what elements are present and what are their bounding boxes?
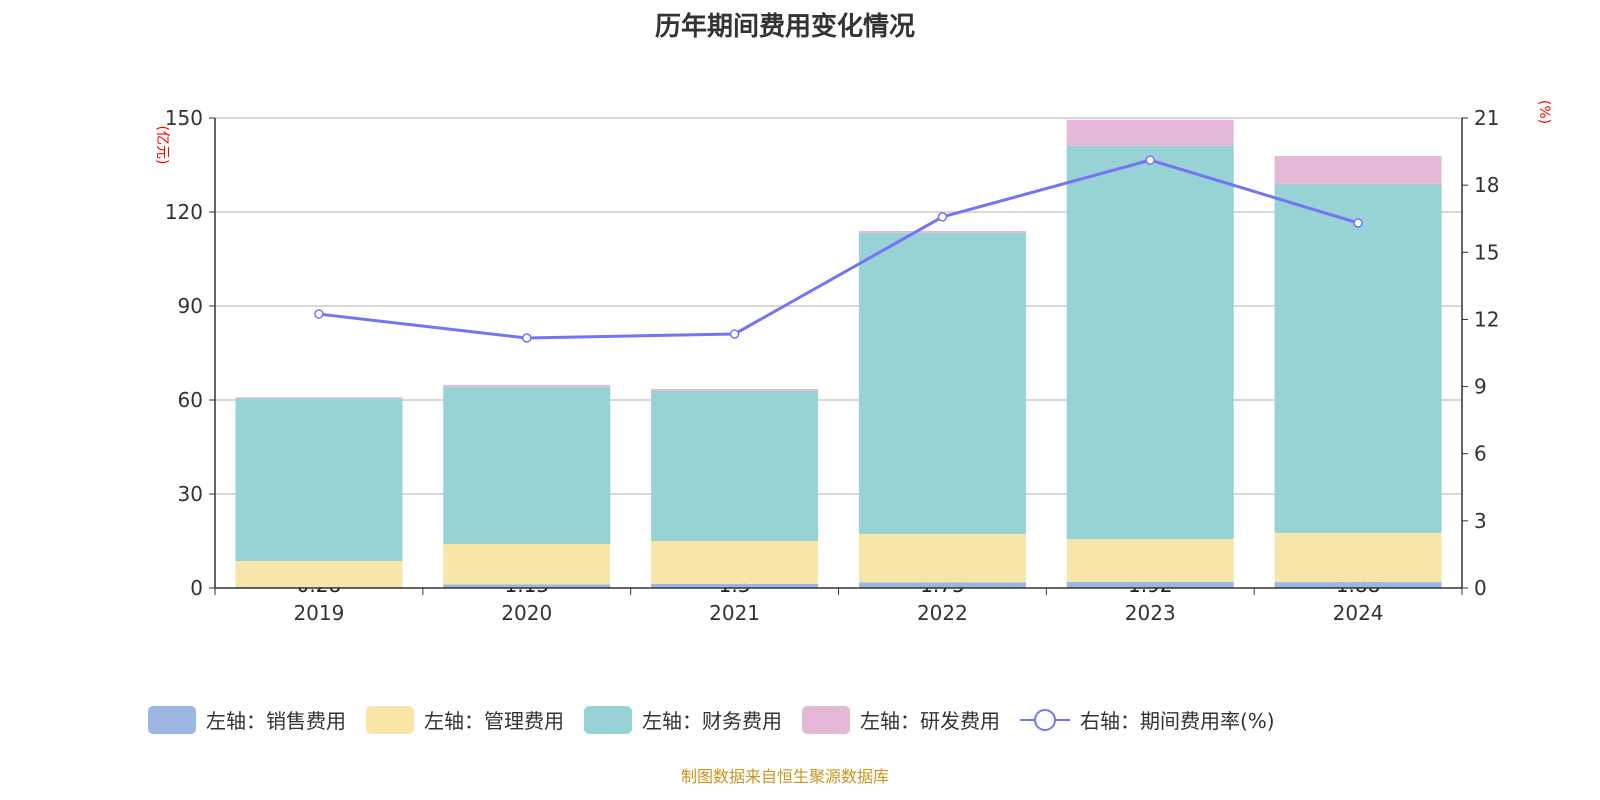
source-footer: 制图数据来自恒生聚源数据库 (680, 767, 889, 786)
legend-label: 左轴：管理费用 (424, 709, 564, 733)
legend-item[interactable]: 左轴：销售费用 (148, 705, 346, 734)
right-tick-label: 12 (1474, 307, 1499, 331)
legend-swatch (802, 705, 850, 734)
legend: 左轴：销售费用 左轴：管理费用 左轴：财务费用 左轴：研发费用 右轴：期间费用率(%) (148, 705, 1295, 734)
bar-2020 (443, 386, 611, 545)
legend-label: 左轴：销售费用 (206, 709, 346, 733)
x-tick-label: 2019 (293, 601, 344, 625)
rate-line (318, 158, 1359, 340)
legend-line-circle-icon (1020, 708, 1070, 731)
x-tick-label: 2023 (1125, 601, 1176, 625)
right-tick-label: 3 (1474, 509, 1487, 533)
legend-item[interactable]: 右轴：期间费用率(%) (1020, 705, 1275, 734)
left-tick-label: 150 (165, 106, 203, 130)
legend-item[interactable]: 左轴：管理费用 (366, 705, 564, 734)
legend-swatch (366, 705, 414, 734)
rate-point (522, 333, 532, 343)
rate-point (1145, 155, 1155, 165)
bar-2022 (858, 230, 1026, 233)
bar-2019 (235, 398, 403, 562)
bar-2024 (1274, 155, 1442, 184)
x-tick-label: 2020 (501, 601, 552, 625)
bar-2024 (1274, 582, 1442, 588)
bar-2023 (1066, 119, 1234, 146)
left-tick-label: 30 (178, 482, 203, 506)
x-tick-label: 2022 (917, 601, 968, 625)
bar-2021 (651, 389, 819, 391)
legend-swatch (148, 705, 196, 734)
legend-label: 右轴：期间费用率(%) (1080, 709, 1275, 733)
rate-point (729, 329, 740, 339)
right-tick-label: 6 (1474, 442, 1487, 466)
right-tick-label: 21 (1474, 106, 1499, 130)
left-tick-label: 120 (165, 200, 203, 224)
legend-swatch (584, 705, 632, 734)
bar-2020 (443, 544, 611, 585)
right-tick-label: 0 (1474, 576, 1487, 600)
right-tick-label: 15 (1474, 240, 1499, 264)
bar-2021 (651, 390, 819, 541)
x-tick-label: 2024 (1333, 601, 1384, 625)
left-tick-label: 0 (190, 576, 203, 600)
right-axis-unit: (%) (1536, 100, 1552, 124)
bar-2023 (1066, 145, 1234, 540)
rate-point (937, 212, 948, 222)
left-tick-label: 90 (178, 294, 203, 318)
x-tick-label: 2021 (709, 601, 760, 625)
bar-2021 (651, 541, 819, 584)
chart-title: 历年期间费用变化情况 (654, 12, 915, 42)
legend-item[interactable]: 左轴：研发费用 (802, 705, 1000, 734)
bar-2023 (1066, 539, 1234, 582)
legend-item[interactable]: 左轴：财务费用 (584, 705, 782, 734)
bar-2022 (858, 533, 1026, 583)
bar-2021 (651, 583, 819, 588)
right-tick-label: 18 (1474, 173, 1499, 197)
bar-2024 (1274, 183, 1442, 533)
legend-label: 左轴：财务费用 (642, 709, 782, 733)
bar-2023 (1066, 581, 1234, 588)
bar-2022 (858, 232, 1026, 534)
bar-2020 (443, 384, 611, 387)
bar-2022 (858, 582, 1026, 588)
rate-point (1353, 218, 1363, 228)
bar-2024 (1274, 532, 1442, 583)
bar-2020 (443, 584, 611, 588)
bar-2019 (235, 397, 403, 399)
left-axis-unit: (亿元) (154, 126, 170, 165)
right-tick-label: 9 (1474, 375, 1487, 399)
legend-label: 左轴：研发费用 (860, 709, 1000, 733)
left-tick-label: 60 (178, 388, 203, 412)
rate-point (314, 309, 324, 319)
bar-2019 (235, 561, 403, 588)
